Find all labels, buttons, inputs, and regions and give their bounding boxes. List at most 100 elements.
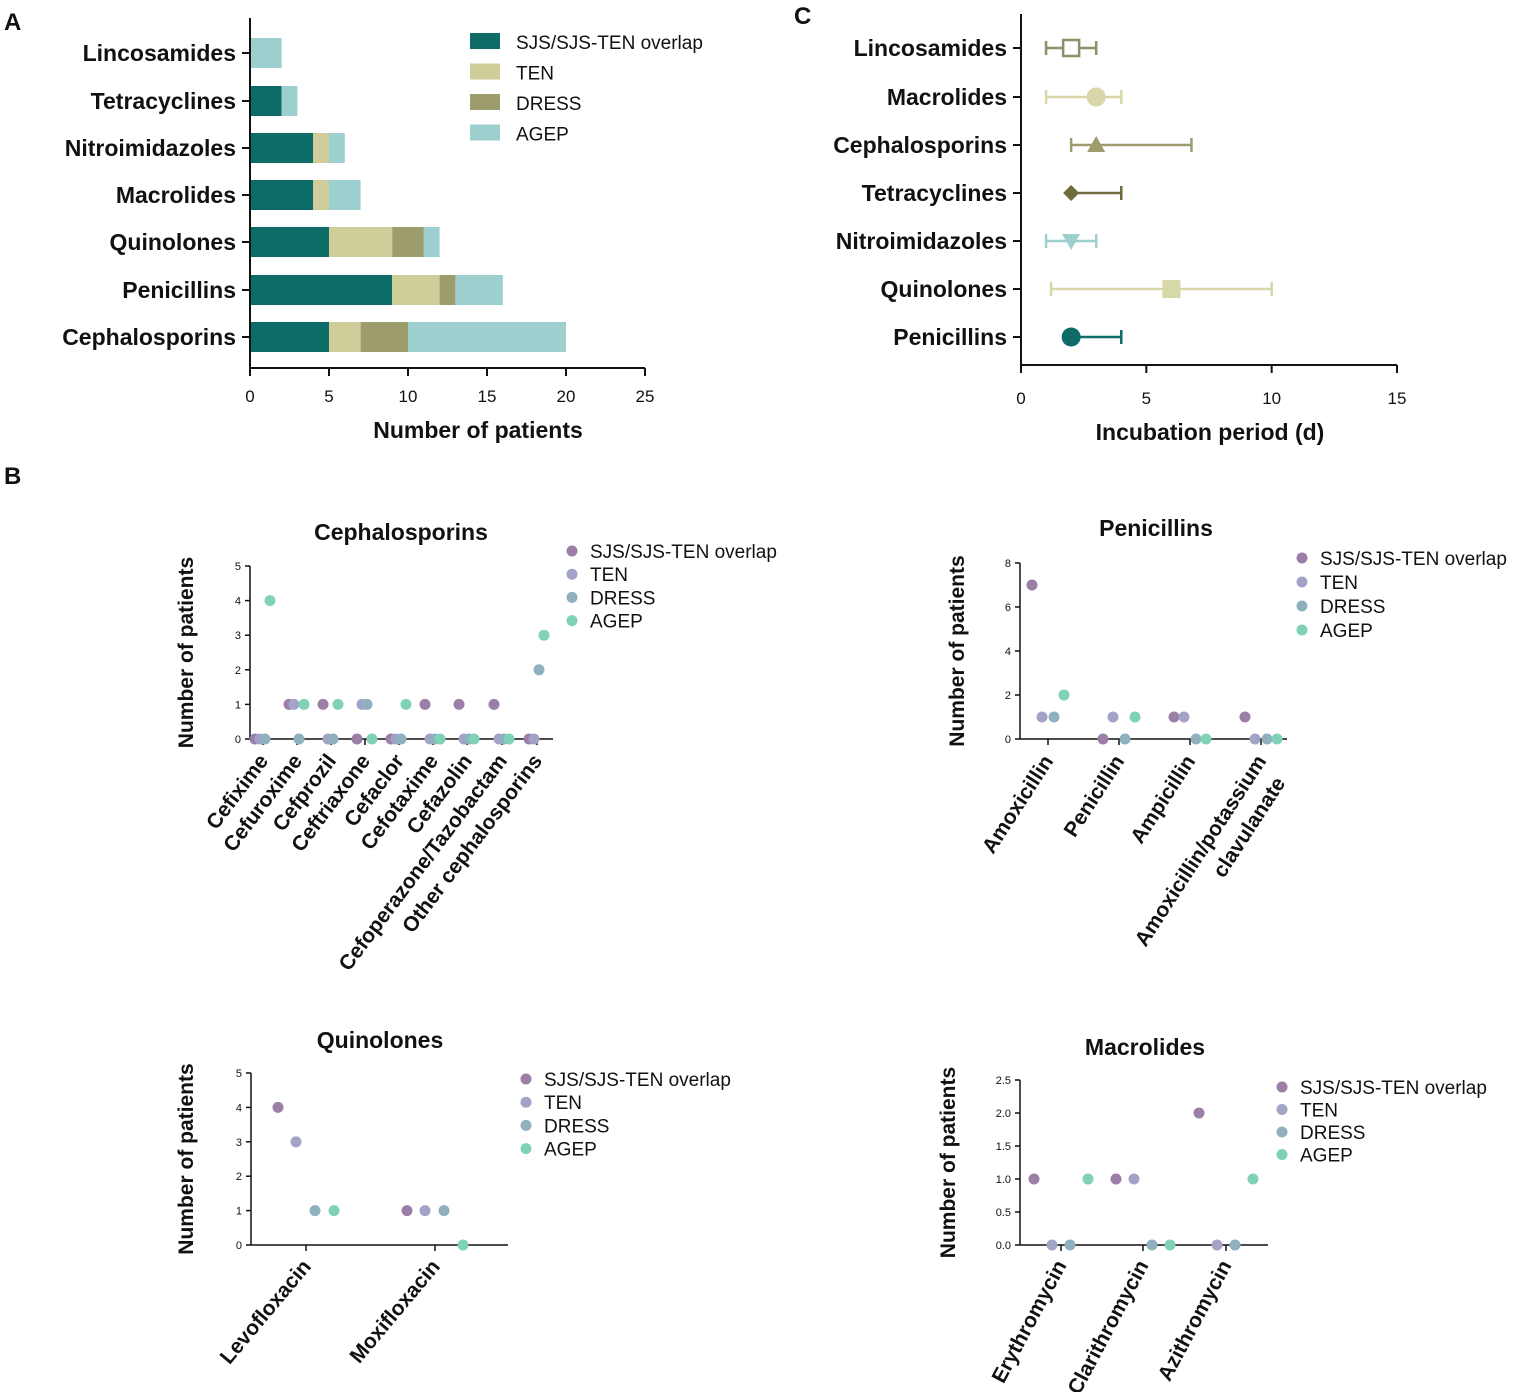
- category-label-clarithromycin: Clarithromycin: [1064, 1257, 1154, 1392]
- bar-quinolones-dress: [392, 227, 424, 257]
- point-ampicillin-ten: [1178, 711, 1190, 723]
- category-label-tetracyclines: Tetracyclines: [91, 88, 236, 114]
- point-marker-nitroimidazoles: [1062, 234, 1081, 250]
- point-ceftriaxone-agep: [366, 733, 378, 745]
- bar-cephalosporins-sjs-sjs-ten-overlap: [250, 322, 329, 352]
- x-tick-label: 15: [1388, 389, 1407, 408]
- legend-label-dress: DRESS: [544, 1116, 609, 1137]
- bar-penicillins-sjs-sjs-ten-overlap: [250, 275, 393, 305]
- legend-label-agep: AGEP: [1320, 621, 1373, 642]
- point-penicillin-ten: [1107, 711, 1119, 723]
- legend-swatch-agep: [470, 124, 500, 141]
- category-label-moxifloxacin: Moxifloxacin: [345, 1255, 444, 1367]
- y-tick-label: 4: [235, 596, 241, 608]
- legend-label-agep: AGEP: [590, 612, 643, 633]
- legend-marker-ten: [520, 1096, 532, 1108]
- legend-swatch-dress: [470, 94, 500, 110]
- x-tick-label: 5: [1142, 389, 1151, 408]
- point-moxifloxacin-ten: [419, 1205, 431, 1217]
- y-tick-label: 3: [235, 630, 241, 642]
- bar-quinolones-agep: [423, 227, 440, 257]
- point-cefprozil-dress: [327, 733, 339, 745]
- panel-b3: Quinolones Number of patients 0 1 2 3 4 5 Levofl…: [175, 1027, 731, 1369]
- point-erythromycin-sjs-sjs-ten-overlap: [1028, 1173, 1040, 1185]
- subplot-title-macrolides: Macrolides: [1085, 1034, 1205, 1060]
- y-tick-label: 2: [236, 1171, 242, 1183]
- category-label-nitroimidazoles: Nitroimidazoles: [836, 228, 1007, 254]
- y-tick-label: 0: [1005, 734, 1011, 746]
- bar-macrolides-ten: [313, 180, 329, 210]
- y-axis-title: Number of patients: [937, 1067, 960, 1258]
- y-tick-label: 0.5: [996, 1207, 1011, 1219]
- legend-marker-sjs-sjs-ten-overlap: [520, 1073, 532, 1085]
- y-tick-label: 1.5: [996, 1141, 1011, 1153]
- legend-swatch-ten: [470, 63, 500, 80]
- bar-lincosamides-agep: [250, 38, 282, 68]
- category-label-macrolides: Macrolides: [116, 182, 236, 208]
- legend-marker-sjs-sjs-ten-overlap: [1296, 552, 1308, 564]
- point-amoxicillin-agep: [1058, 689, 1070, 701]
- point-clarithromycin-agep: [1164, 1239, 1176, 1251]
- legend-label-ten: TEN: [516, 64, 554, 85]
- x-axis-title: Incubation period (d): [1096, 419, 1325, 445]
- bar-nitroimidazoles-sjs-sjs-ten-overlap: [250, 133, 314, 163]
- y-tick-label: 1.0: [996, 1174, 1011, 1186]
- category-label-quinolones: Quinolones: [110, 229, 237, 255]
- bar-tetracyclines-sjs-sjs-ten-overlap: [250, 86, 282, 116]
- panel-b4: Macrolides Number of patients 0.0 0.5 1.0 1.5…: [937, 1034, 1487, 1392]
- category-label-quinolones: Quinolones: [881, 276, 1008, 302]
- point-azithromycin-sjs-sjs-ten-overlap: [1193, 1107, 1205, 1119]
- point-marker-quinolones: [1162, 280, 1181, 298]
- point-amoxicillin-potassium-clavulanate-ten: [1249, 733, 1261, 745]
- legend-marker-sjs-sjs-ten-overlap: [566, 545, 578, 557]
- y-tick-label: 0: [235, 734, 241, 746]
- category-label-erythromycin: Erythromycin: [988, 1257, 1072, 1387]
- bar-quinolones-sjs-sjs-ten-overlap: [250, 227, 329, 257]
- x-tick-label: 15: [478, 387, 497, 406]
- point-clarithromycin-sjs-sjs-ten-overlap: [1110, 1173, 1122, 1185]
- panel-label-b: B: [4, 463, 21, 490]
- legend-marker-agep: [520, 1143, 532, 1155]
- legend-marker-ten: [1276, 1104, 1288, 1115]
- point-levofloxacin-sjs-sjs-ten-overlap: [272, 1101, 284, 1113]
- point-erythromycin-agep: [1082, 1173, 1094, 1185]
- point-cefuroxime-agep: [298, 698, 310, 710]
- point-other-cephalosporins-ten: [528, 733, 540, 745]
- x-tick-label: 20: [557, 387, 576, 406]
- y-tick-label: 0.0: [996, 1240, 1011, 1252]
- point-ceftriaxone-dress: [361, 698, 373, 710]
- point-azithromycin-ten: [1211, 1239, 1223, 1251]
- point-penicillin-agep: [1129, 711, 1141, 723]
- category-label-penicillins: Penicillins: [893, 324, 1007, 350]
- bar-quinolones-ten: [329, 227, 393, 257]
- category-label-cephalosporins: Cephalosporins: [62, 324, 236, 350]
- bar-penicillins-ten: [392, 275, 440, 305]
- bar-nitroimidazoles-ten: [313, 133, 329, 163]
- legend-marker-dress: [1276, 1126, 1288, 1138]
- legend-label-ten: TEN: [590, 565, 628, 586]
- x-tick-label: 10: [1262, 389, 1281, 408]
- category-label-tetracyclines: Tetracyclines: [862, 180, 1007, 206]
- point-marker-tetracyclines: [1063, 185, 1080, 201]
- bar-macrolides-agep: [329, 180, 361, 210]
- point-cefuroxime-ten: [288, 698, 300, 710]
- point-clarithromycin-ten: [1128, 1173, 1140, 1185]
- bar-nitroimidazoles-agep: [329, 133, 345, 163]
- point-cefprozil-sjs-sjs-ten-overlap: [317, 698, 329, 710]
- point-other-cephalosporins-dress: [533, 664, 545, 676]
- point-moxifloxacin-sjs-sjs-ten-overlap: [401, 1205, 413, 1217]
- point-cefoperazone-tazobactam-agep: [503, 733, 515, 745]
- y-tick-label: 4: [1005, 646, 1011, 658]
- point-cefotaxime-sjs-sjs-ten-overlap: [419, 698, 431, 710]
- panel-a: A Lincosamides Tetracyclines Nitroimidazole…: [4, 9, 703, 443]
- panel-c: C Lincosamides Macrolides Cephalosporins Tet…: [794, 3, 1406, 445]
- category-label-amoxicillin-potassium-clavulanate: Amoxicillin/potassium: [1131, 751, 1272, 950]
- legend-label-dress: DRESS: [590, 588, 655, 609]
- y-tick-label: 1: [236, 1206, 242, 1218]
- point-amoxicillin-potassium-clavulanate-dress: [1261, 733, 1273, 745]
- legend-marker-ten: [566, 568, 578, 580]
- panel-label-a: A: [4, 9, 21, 36]
- y-tick-label: 5: [235, 561, 241, 573]
- point-marker-cephalosporins: [1087, 136, 1106, 152]
